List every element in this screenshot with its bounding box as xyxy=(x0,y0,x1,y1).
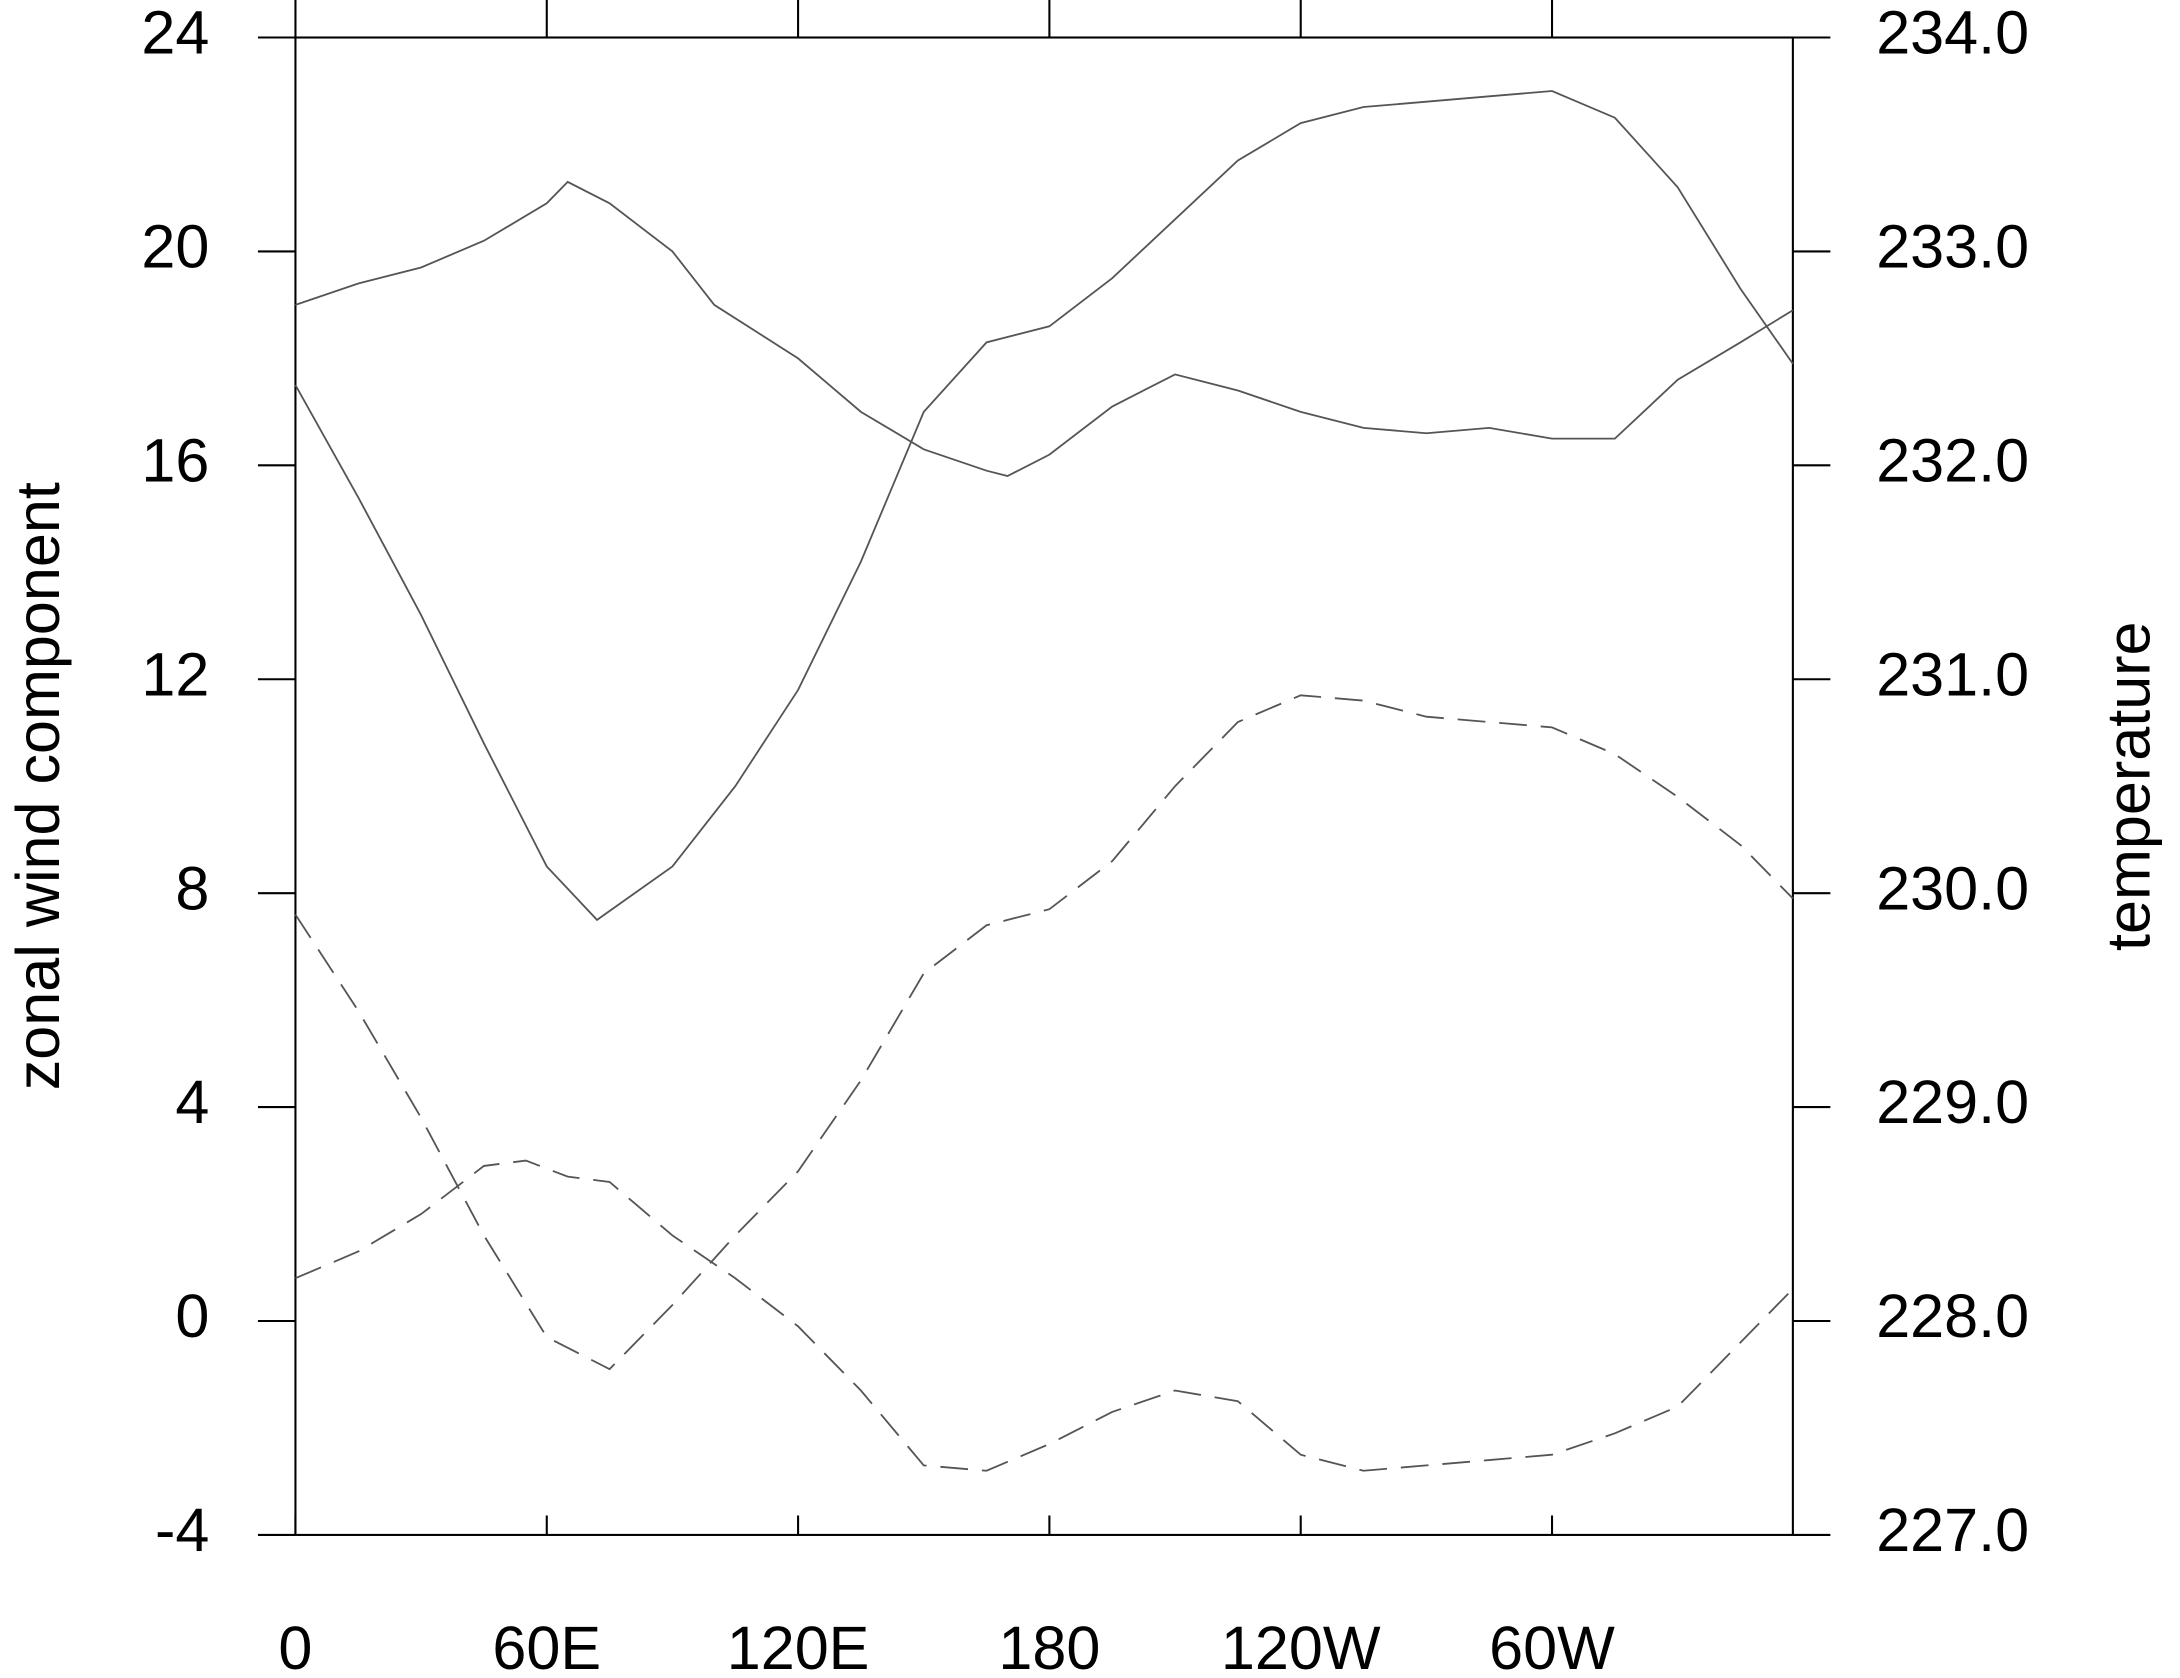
y2-tick-label: 228.0 xyxy=(1876,1282,2029,1350)
y2-tick-label: 229.0 xyxy=(1876,1068,2029,1136)
y-tick-label: 8 xyxy=(175,854,209,922)
y2-tick-label: 227.0 xyxy=(1876,1496,2029,1564)
y-tick-label: 20 xyxy=(141,213,209,281)
x-tick-label: 120W xyxy=(1221,1614,1381,1678)
y2-tick-label: 230.0 xyxy=(1876,854,2029,922)
y-tick-label: 4 xyxy=(175,1068,209,1136)
y2-axis-label: temperature xyxy=(2094,621,2162,950)
series-line xyxy=(294,90,1794,922)
y-tick-label: 16 xyxy=(141,426,209,494)
y2-tick-label: 233.0 xyxy=(1876,213,2029,281)
plot-frame xyxy=(294,36,1794,1536)
y-tick-label: 24 xyxy=(141,0,209,67)
x-tick-label: 60E xyxy=(492,1614,601,1678)
x-tick-label: 0 xyxy=(278,1614,312,1678)
series-line xyxy=(295,180,1794,477)
series-line xyxy=(294,694,1794,1371)
y-tick-label: -4 xyxy=(155,1496,209,1564)
y2-tick-label: 231.0 xyxy=(1876,640,2029,708)
x-tick-label: 120E xyxy=(727,1614,870,1678)
y-tick-label: 12 xyxy=(141,640,209,708)
y2-tick-label: 232.0 xyxy=(1876,426,2029,494)
y2-tick-label: 234.0 xyxy=(1876,0,2029,67)
y-axis-label: zonal wind component xyxy=(4,482,72,1090)
y-tick-label: 0 xyxy=(175,1282,209,1350)
series-line xyxy=(295,1159,1794,1472)
x-tick-label: 60W xyxy=(1489,1614,1615,1678)
x-tick-label: 180 xyxy=(998,1614,1100,1678)
